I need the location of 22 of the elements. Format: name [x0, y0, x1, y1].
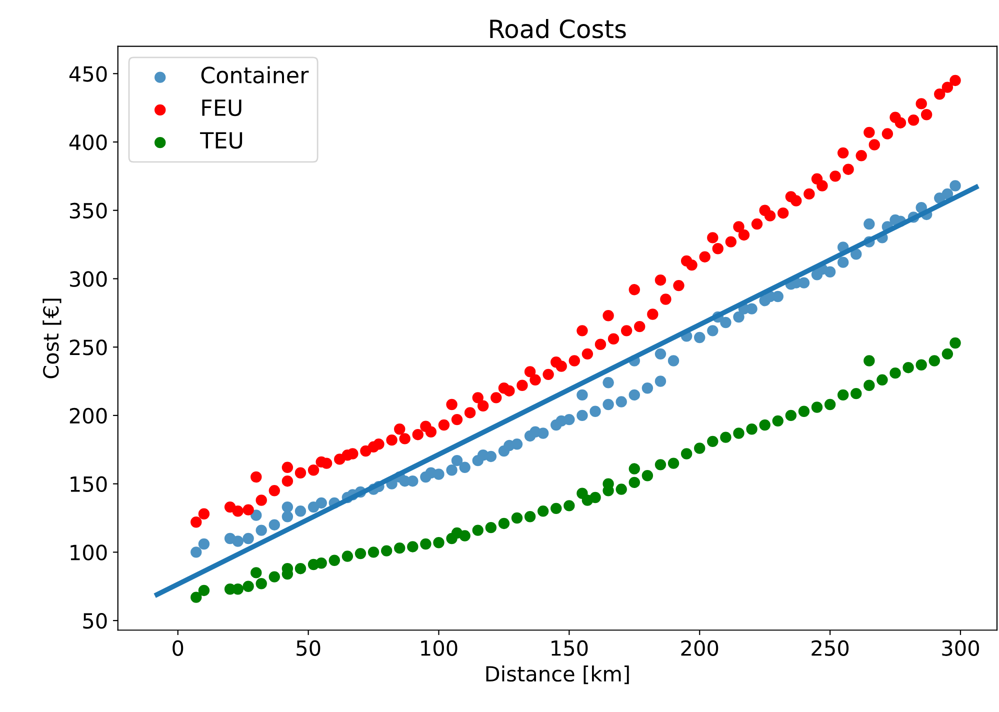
- legend-label: FEU: [202, 100, 242, 116]
- x-tick-label: 250: [812, 640, 849, 656]
- y-tick-label: 250: [70, 340, 107, 356]
- x-tick-label: 0: [172, 640, 184, 656]
- y-tick-label: 150: [70, 476, 107, 492]
- x-tick-label: 50: [296, 640, 320, 656]
- x-tick-label: 150: [552, 640, 588, 656]
- y-tick-label: 400: [69, 134, 107, 150]
- legend-label: TEU: [200, 132, 242, 149]
- y-tick-label: 100: [70, 544, 107, 560]
- x-axis-title: Distance [km]: [486, 666, 629, 684]
- y-axis-title: Cost [€]: [42, 298, 62, 378]
- y-tick-label: 50: [83, 613, 107, 629]
- y-tick-label: 300: [70, 271, 107, 287]
- y-tick-label: 350: [70, 202, 107, 219]
- legend-label: Container: [201, 66, 309, 84]
- y-tick-label: 450: [69, 66, 107, 82]
- y-tick-label: 200: [70, 408, 107, 424]
- x-tick-label: 300: [942, 640, 979, 656]
- chart-title: Road Costs: [490, 18, 626, 38]
- x-tick-label: 200: [681, 640, 718, 656]
- x-tick-label: 100: [421, 640, 458, 656]
